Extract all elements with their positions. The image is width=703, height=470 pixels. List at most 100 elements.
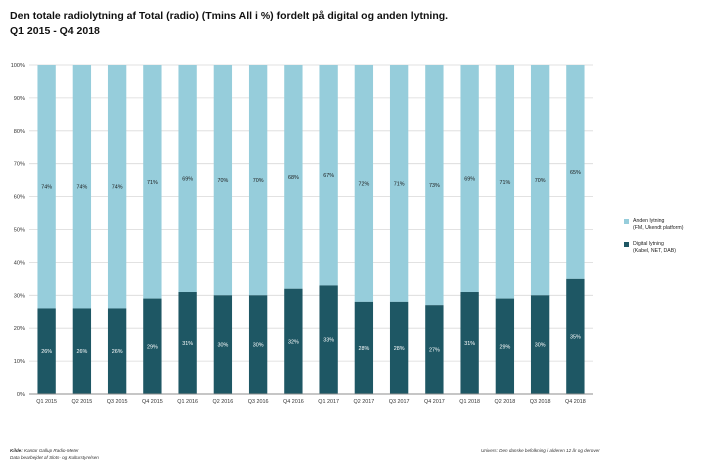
- source-label: Kilde:: [10, 448, 23, 453]
- bar-segment-anden: [389, 65, 409, 302]
- bar-segment-digital: [389, 301, 409, 394]
- bar-segment-anden: [354, 65, 374, 302]
- chart-title-line1: Den totale radiolytning af Total (radio)…: [10, 10, 449, 22]
- legend-sublabel-digital: (Kabel, NET, DAB): [633, 248, 676, 254]
- chart-legend: Anden lytning (FM, Ukendt platform) Digi…: [623, 218, 703, 264]
- legend-label-anden: Anden lytning: [633, 218, 665, 224]
- bar-segment-anden: [143, 65, 162, 299]
- legend-item-digital: Digital lytning (Kabel, NET, DAB): [623, 241, 703, 255]
- data-label-anden: 71%: [394, 181, 405, 187]
- basis-text: Data bearbejdet af Slots- og Kulturstyre…: [10, 454, 99, 460]
- bar-segment-anden: [460, 65, 479, 293]
- y-tick-label: 90%: [14, 96, 25, 102]
- x-tick-label: Q4 2015: [142, 399, 163, 405]
- source-note: Kilde: Kantar Gallup Radio-Meter Data be…: [10, 448, 99, 461]
- bar-segment-digital: [495, 298, 515, 394]
- data-label-digital: 30%: [535, 343, 546, 349]
- x-tick-label: Q1 2015: [36, 399, 57, 405]
- data-label-digital: 35%: [570, 334, 581, 340]
- data-label-anden: 67%: [323, 173, 334, 179]
- bar-segment-digital: [319, 285, 338, 394]
- y-tick-label: 0%: [17, 392, 25, 398]
- y-tick-label: 60%: [14, 195, 25, 201]
- x-tick-label: Q4 2016: [283, 399, 304, 405]
- data-label-anden: 71%: [147, 180, 158, 186]
- x-tick-label: Q3 2017: [389, 399, 410, 405]
- source-text: Kantar Gallup Radio-Meter: [24, 448, 79, 453]
- data-label-digital: 29%: [499, 344, 510, 350]
- legend-swatch-digital: [624, 242, 629, 247]
- data-label-anden: 72%: [358, 181, 369, 187]
- y-tick-label: 80%: [14, 129, 25, 135]
- data-label-anden: 68%: [288, 175, 299, 181]
- data-label-anden: 65%: [570, 170, 581, 176]
- bar-segment-anden: [248, 65, 268, 296]
- x-tick-label: Q2 2018: [495, 399, 516, 405]
- data-label-digital: 26%: [41, 349, 52, 355]
- y-tick-label: 40%: [14, 260, 25, 266]
- x-tick-label: Q2 2016: [213, 399, 234, 405]
- data-label-anden: 74%: [41, 185, 52, 191]
- chart-title: Den totale radiolytning af Total (radio)…: [10, 9, 530, 39]
- bar-segment-anden: [213, 65, 233, 296]
- y-tick-label: 70%: [14, 162, 25, 168]
- x-tick-label: Q4 2017: [424, 399, 445, 405]
- data-label-anden: 70%: [253, 178, 264, 184]
- bar-segment-digital: [530, 295, 550, 394]
- legend-label-digital: Digital lytning: [633, 241, 664, 247]
- data-label-anden: 71%: [499, 180, 510, 186]
- bar-segment-anden: [495, 65, 515, 299]
- data-label-anden: 69%: [182, 177, 193, 183]
- bar-segment-digital: [72, 308, 92, 394]
- x-tick-label: Q3 2015: [107, 399, 128, 405]
- data-label-anden: 74%: [76, 185, 87, 191]
- bar-segment-digital: [248, 295, 268, 394]
- bar-segment-digital: [37, 308, 56, 394]
- x-tick-label: Q2 2015: [72, 399, 93, 405]
- y-tick-label: 10%: [14, 359, 25, 365]
- data-label-digital: 32%: [288, 339, 299, 345]
- bar-segment-anden: [425, 65, 444, 306]
- y-tick-label: 30%: [14, 293, 25, 299]
- x-tick-label: Q1 2018: [459, 399, 480, 405]
- bar-segment-digital: [460, 292, 479, 394]
- bar-segment-anden: [319, 65, 338, 286]
- legend-swatch-anden: [624, 219, 629, 224]
- bar-segment-digital: [143, 298, 162, 394]
- bar-segment-digital: [213, 295, 233, 394]
- bar-segment-digital: [354, 301, 374, 394]
- data-label-digital: 30%: [253, 343, 264, 349]
- x-tick-label: Q1 2016: [177, 399, 198, 405]
- bar-segment-digital: [566, 278, 585, 394]
- data-label-digital: 30%: [217, 343, 228, 349]
- data-label-digital: 28%: [358, 346, 369, 352]
- data-label-anden: 73%: [429, 183, 440, 189]
- x-tick-label: Q3 2016: [248, 399, 269, 405]
- data-label-digital: 33%: [323, 338, 334, 344]
- bar-segment-anden: [72, 65, 92, 309]
- bar-segment-anden: [284, 65, 303, 289]
- bar-segment-anden: [37, 65, 56, 309]
- data-label-anden: 70%: [535, 178, 546, 184]
- y-tick-label: 20%: [14, 326, 25, 332]
- bar-segment-anden: [107, 65, 127, 309]
- data-label-digital: 29%: [147, 344, 158, 350]
- bar-segment-anden: [566, 65, 585, 279]
- bar-segment-digital: [107, 308, 127, 394]
- legend-sublabel-anden: (FM, Ukendt platform): [633, 225, 684, 231]
- y-tick-label: 50%: [14, 228, 25, 234]
- data-label-digital: 26%: [76, 349, 87, 355]
- x-tick-label: Q2 2017: [354, 399, 375, 405]
- y-tick-label: 100%: [11, 63, 25, 69]
- data-label-anden: 69%: [464, 177, 475, 183]
- universe-note: Univers: Den danske befolkning i alderen…: [481, 448, 600, 453]
- bar-segment-digital: [284, 288, 303, 394]
- data-label-digital: 26%: [112, 349, 123, 355]
- data-label-digital: 28%: [394, 346, 405, 352]
- x-tick-label: Q3 2018: [530, 399, 551, 405]
- legend-item-anden: Anden lytning (FM, Ukendt platform): [623, 218, 703, 232]
- data-label-digital: 27%: [429, 348, 440, 354]
- bar-segment-anden: [178, 65, 197, 293]
- x-tick-label: Q4 2018: [565, 399, 586, 405]
